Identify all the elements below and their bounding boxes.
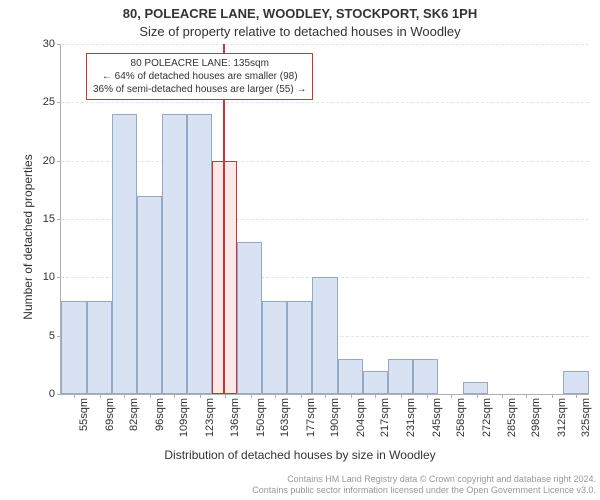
histogram-bar: [87, 301, 112, 394]
chart-plot-area: 05101520253055sqm69sqm82sqm96sqm109sqm12…: [60, 44, 589, 395]
attribution-line1: Contains HM Land Registry data © Crown c…: [287, 474, 596, 484]
x-tick-mark: [477, 394, 478, 398]
x-tick-label: 55sqm: [78, 398, 90, 431]
x-tick-mark: [375, 394, 376, 398]
x-tick-label: 217sqm: [379, 398, 391, 437]
histogram-bar: [61, 301, 86, 394]
histogram-bar: [338, 359, 363, 394]
x-tick-mark: [552, 394, 553, 398]
x-tick-mark: [301, 394, 302, 398]
x-tick-label: 204sqm: [355, 398, 367, 437]
x-tick-label: 82sqm: [128, 398, 140, 431]
x-tick-mark: [351, 394, 352, 398]
histogram-bar: [413, 359, 438, 394]
attribution-text: Contains HM Land Registry data © Crown c…: [0, 474, 596, 496]
x-tick-mark: [100, 394, 101, 398]
x-tick-label: 272sqm: [481, 398, 493, 437]
x-tick-mark: [150, 394, 151, 398]
y-tick-mark: [57, 44, 61, 45]
histogram-bar: [388, 359, 413, 394]
x-tick-label: 285sqm: [506, 398, 518, 437]
x-tick-label: 109sqm: [178, 398, 190, 437]
gridline: [61, 44, 589, 45]
y-tick-mark: [57, 219, 61, 220]
x-tick-label: 123sqm: [204, 398, 216, 437]
x-tick-mark: [275, 394, 276, 398]
x-tick-label: 298sqm: [530, 398, 542, 437]
x-tick-mark: [225, 394, 226, 398]
y-tick-label: 5: [15, 330, 55, 342]
attribution-line2: Contains public sector information licen…: [252, 485, 596, 495]
x-tick-label: 163sqm: [279, 398, 291, 437]
histogram-bar: [312, 277, 337, 394]
chart-title-line2: Size of property relative to detached ho…: [0, 24, 600, 39]
x-tick-label: 96sqm: [154, 398, 166, 431]
x-tick-mark: [427, 394, 428, 398]
x-tick-label: 190sqm: [329, 398, 341, 437]
histogram-bar: [162, 114, 187, 394]
x-tick-mark: [124, 394, 125, 398]
annotation-box: 80 POLEACRE LANE: 135sqm← 64% of detache…: [86, 53, 313, 100]
x-tick-label: 325sqm: [580, 398, 592, 437]
annotation-line: ← 64% of detached houses are smaller (98…: [93, 70, 306, 83]
x-tick-mark: [200, 394, 201, 398]
x-tick-mark: [502, 394, 503, 398]
gridline: [61, 102, 589, 103]
x-tick-mark: [325, 394, 326, 398]
x-tick-mark: [401, 394, 402, 398]
histogram-bar: [112, 114, 137, 394]
y-tick-mark: [57, 394, 61, 395]
x-tick-label: 258sqm: [455, 398, 467, 437]
y-tick-label: 10: [15, 271, 55, 283]
y-tick-label: 25: [15, 96, 55, 108]
x-tick-mark: [451, 394, 452, 398]
histogram-bar: [287, 301, 312, 394]
y-tick-mark: [57, 161, 61, 162]
x-tick-mark: [74, 394, 75, 398]
x-tick-label: 312sqm: [556, 398, 568, 437]
histogram-bar: [363, 371, 388, 394]
x-tick-label: 231sqm: [405, 398, 417, 437]
x-tick-label: 69sqm: [104, 398, 116, 431]
y-tick-label: 15: [15, 213, 55, 225]
histogram-bar: [137, 196, 162, 394]
y-tick-mark: [57, 336, 61, 337]
histogram-bar: [563, 371, 588, 394]
chart-title-line1: 80, POLEACRE LANE, WOODLEY, STOCKPORT, S…: [0, 6, 600, 21]
y-tick-label: 0: [15, 388, 55, 400]
histogram-bar: [237, 242, 262, 394]
y-tick-label: 30: [15, 38, 55, 50]
gridline: [61, 161, 589, 162]
histogram-bar: [187, 114, 212, 394]
x-tick-label: 136sqm: [229, 398, 241, 437]
y-tick-mark: [57, 102, 61, 103]
y-tick-label: 20: [15, 155, 55, 167]
x-tick-label: 150sqm: [255, 398, 267, 437]
annotation-line: 80 POLEACRE LANE: 135sqm: [93, 57, 306, 70]
histogram-bar: [262, 301, 287, 394]
histogram-bar: [463, 382, 488, 394]
x-tick-mark: [526, 394, 527, 398]
x-tick-label: 177sqm: [305, 398, 317, 437]
x-tick-mark: [576, 394, 577, 398]
x-axis-label: Distribution of detached houses by size …: [0, 448, 600, 462]
y-axis-label: Number of detached properties: [21, 147, 35, 327]
x-tick-mark: [251, 394, 252, 398]
annotation-line: 36% of semi-detached houses are larger (…: [93, 83, 306, 96]
y-tick-mark: [57, 277, 61, 278]
x-tick-label: 245sqm: [431, 398, 443, 437]
x-tick-mark: [174, 394, 175, 398]
